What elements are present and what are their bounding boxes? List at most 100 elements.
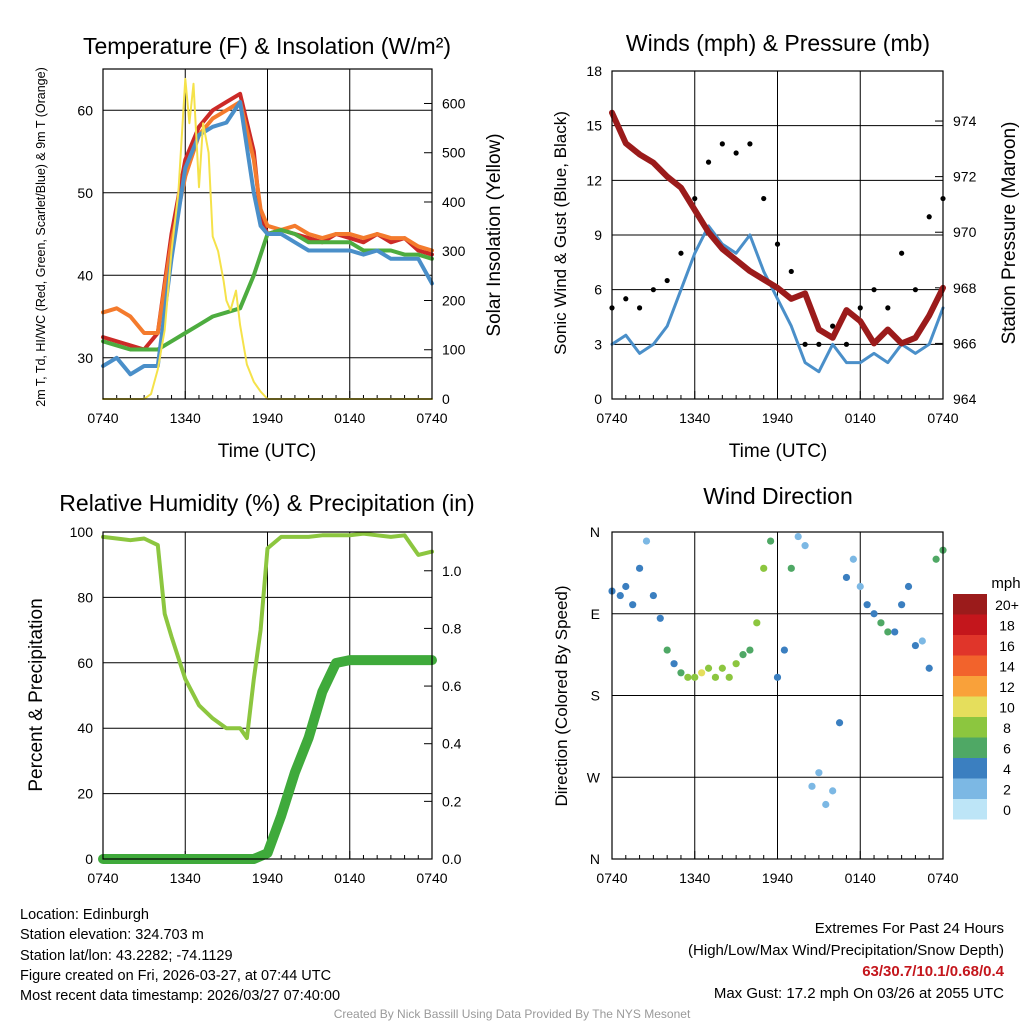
right-tick-label: 600	[442, 95, 466, 111]
direction-point	[808, 782, 816, 790]
legend-swatch	[953, 655, 987, 676]
x-tick-label: 0140	[845, 410, 876, 426]
legend-label: 0	[1003, 802, 1011, 818]
legend-label: 12	[999, 679, 1015, 695]
x-tick-label: 0740	[416, 410, 447, 426]
y-tick-label: 40	[77, 267, 93, 283]
x-tick-label: 1340	[170, 870, 201, 886]
direction-point	[822, 800, 830, 809]
direction-point	[815, 769, 823, 777]
x-tick-label: 0140	[334, 410, 365, 426]
direction-point	[794, 532, 802, 541]
direction-tick-label: N	[590, 851, 600, 867]
humidity-title: Relative Humidity (%) & Precipitation (i…	[59, 490, 474, 516]
legend-label: 10	[999, 700, 1015, 716]
y-tick-label: 12	[586, 172, 602, 188]
series-line	[101, 100, 434, 335]
max-gust: Max Gust: 17.2 mph On 03/26 at 2055 UTC	[713, 984, 1004, 1002]
gust-point	[636, 305, 643, 311]
direction-point	[684, 673, 692, 681]
series-line	[101, 100, 434, 377]
legend-swatch	[953, 717, 987, 738]
direction-point	[829, 787, 837, 795]
legend-label: 20+	[995, 597, 1019, 613]
gust-point	[774, 241, 781, 247]
legend-swatch	[953, 635, 987, 656]
direction-point	[670, 660, 678, 668]
y-tick-label: 3	[594, 336, 602, 352]
legend-label: 14	[999, 659, 1015, 675]
right-tick-label: 964	[953, 391, 977, 407]
series-line	[610, 224, 945, 374]
figure-created: Figure created on Fri, 2026-03-27, at 07…	[20, 967, 332, 984]
x-tick-label: 1940	[252, 410, 283, 426]
right-tick-label: 300	[442, 243, 466, 259]
right-tick-label: 400	[442, 194, 466, 210]
gust-point	[650, 287, 656, 293]
x-tick-label: 0740	[416, 870, 447, 886]
right-tick-label: 0.4	[442, 736, 462, 752]
right-tick-label: 1.0	[442, 563, 462, 579]
extremes-subtitle: (High/Low/Max Wind/Precipitation/Snow De…	[688, 941, 1004, 959]
gust-point	[761, 195, 767, 202]
y-tick-label: 40	[77, 720, 93, 736]
plot-border	[102, 68, 433, 400]
direction-point	[629, 601, 637, 609]
direction-tick-label: E	[591, 606, 600, 622]
direction-point	[691, 673, 699, 681]
meteogram-figure: Temperature (F) & Insolation (W/m²) 2m T…	[26, 30, 1021, 886]
extremes-values: 63/30.7/10.1/0.68/0.4	[862, 963, 1004, 980]
direction-point	[884, 628, 892, 636]
legend-label: 16	[999, 638, 1015, 654]
humidity-panel: Relative Humidity (%) & Precipitation (i…	[26, 490, 475, 886]
station-elevation: Station elevation: 324.703 m	[20, 927, 204, 944]
station-info: Location: Edinburgh Station elevation: 3…	[20, 905, 340, 1006]
x-tick-label: 1340	[170, 410, 201, 426]
right-tick-label: 966	[953, 335, 977, 351]
y-tick-label: 30	[77, 350, 93, 366]
direction-point	[842, 573, 851, 582]
y-tick-label: 15	[586, 118, 602, 134]
legend-swatch	[953, 696, 987, 717]
direction-point	[877, 619, 885, 627]
direction-point	[656, 614, 664, 622]
direction-point	[863, 601, 871, 609]
gust-point	[830, 323, 836, 329]
y-tick-label: 18	[586, 63, 602, 79]
x-tick-label: 0740	[927, 870, 958, 886]
y-tick-label: 60	[77, 655, 93, 671]
gust-point	[705, 159, 712, 165]
gust-point	[623, 296, 629, 302]
direction-point	[649, 591, 657, 600]
legend-label: 18	[999, 618, 1015, 634]
legend-swatch	[953, 799, 987, 820]
x-tick-label: 0140	[845, 870, 876, 886]
gust-point	[843, 341, 850, 347]
direction-point	[932, 555, 940, 563]
legend-swatch	[953, 594, 987, 615]
direction-point	[760, 564, 768, 572]
extremes-title: Extremes For Past 24 Hours	[814, 920, 1004, 937]
right-tick-label: 972	[953, 169, 977, 185]
station-location: Location: Edinburgh	[20, 907, 149, 923]
gust-point	[816, 341, 822, 347]
direction-point	[698, 669, 706, 677]
plot-border	[611, 70, 944, 400]
legend-swatch	[953, 778, 987, 799]
direction-point	[767, 537, 775, 545]
legend-swatch	[953, 737, 987, 758]
legend-swatch	[953, 614, 987, 635]
x-tick-label: 1940	[252, 870, 283, 886]
gust-point	[885, 305, 891, 311]
direction-point	[870, 610, 878, 618]
extremes-info: Extremes For Past 24 Hours (High/Low/Max…	[688, 918, 1004, 1004]
direction-point	[849, 555, 857, 563]
direction-point	[718, 664, 726, 672]
gust-point	[912, 287, 919, 293]
direction-point	[898, 601, 906, 609]
direction-point	[739, 651, 747, 659]
right-tick-label: 0.2	[442, 793, 462, 809]
gust-point	[733, 150, 739, 156]
direction-point	[780, 646, 788, 654]
right-tick-label: 0.8	[442, 620, 462, 636]
